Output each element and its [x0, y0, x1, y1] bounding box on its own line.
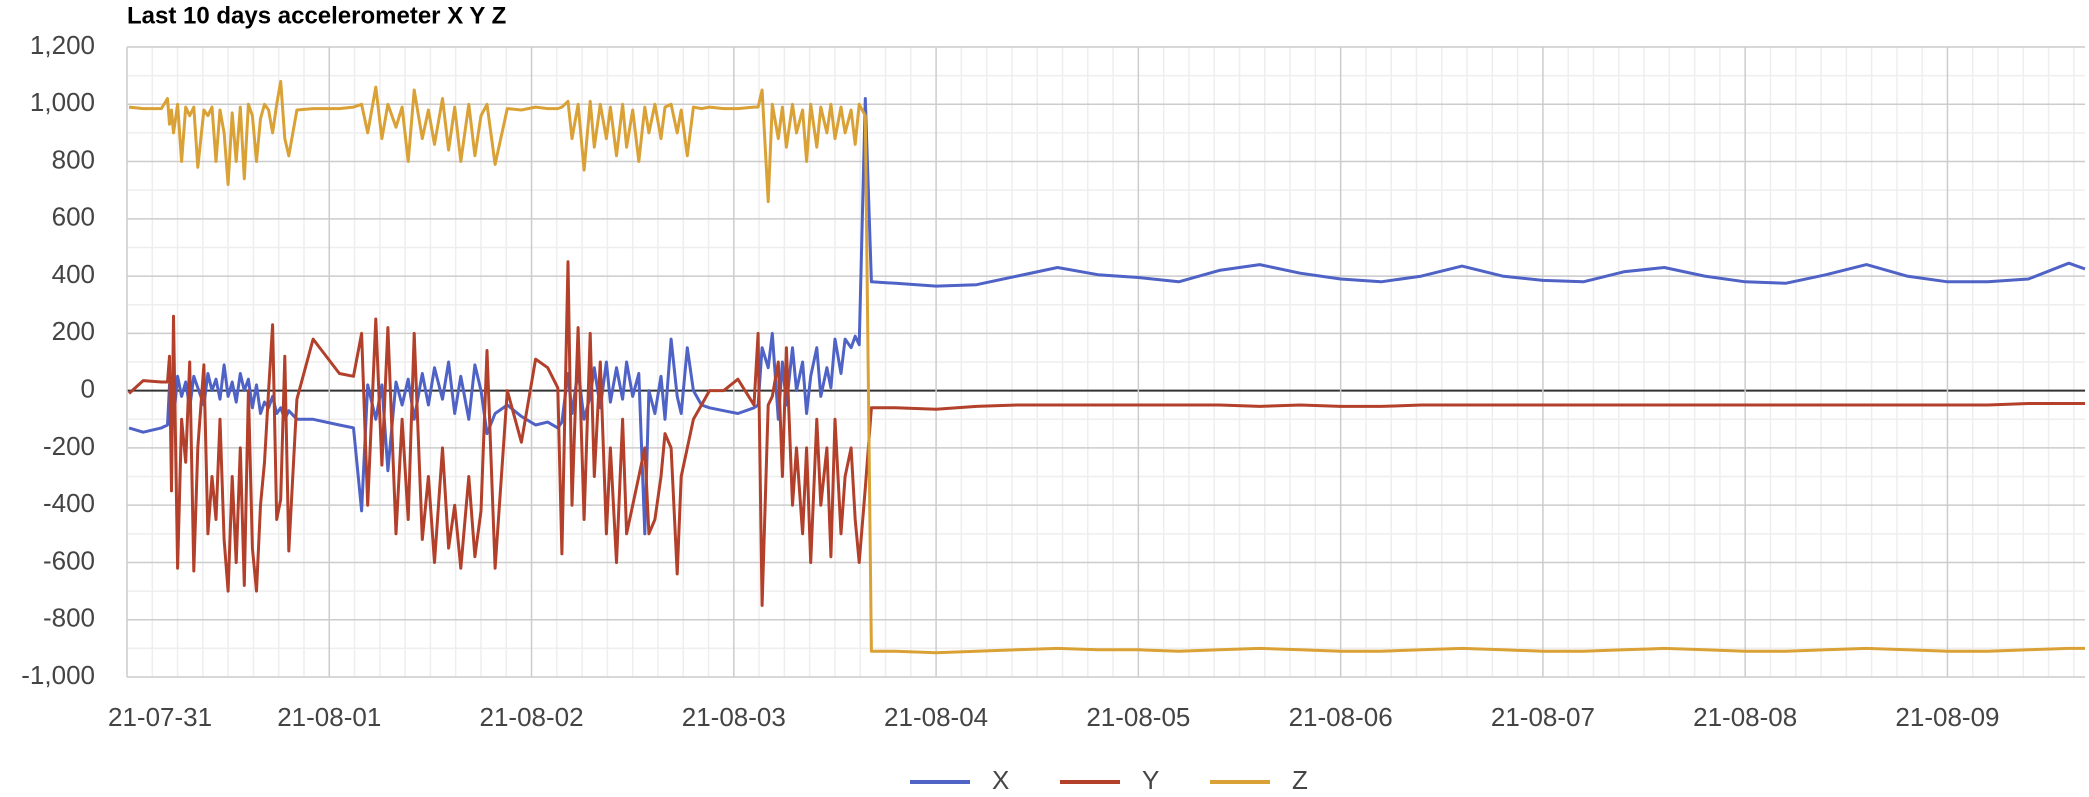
x-tick-label: 21-08-04 — [884, 702, 988, 732]
y-tick-label: 800 — [52, 144, 95, 174]
x-tick-label: 21-08-07 — [1491, 702, 1595, 732]
y-tick-label: 400 — [52, 259, 95, 289]
x-tick-label: 21-08-02 — [480, 702, 584, 732]
y-tick-label: -600 — [43, 545, 95, 575]
x-tick-label: 21-08-05 — [1086, 702, 1190, 732]
y-tick-label: 600 — [52, 202, 95, 232]
y-tick-label: 1,000 — [30, 87, 95, 117]
y-tick-label: 0 — [81, 374, 95, 404]
legend-label: X — [992, 765, 1009, 795]
legend-label: Z — [1292, 765, 1308, 795]
y-tick-label: -400 — [43, 488, 95, 518]
x-tick-label: 21-08-06 — [1289, 702, 1393, 732]
x-tick-label: 21-08-09 — [1895, 702, 1999, 732]
legend-label: Y — [1142, 765, 1159, 795]
y-tick-label: 1,200 — [30, 30, 95, 60]
y-tick-label: -800 — [43, 603, 95, 633]
x-tick-label: 21-08-03 — [682, 702, 786, 732]
x-tick-label: 21-08-01 — [277, 702, 381, 732]
y-tick-label: 200 — [52, 316, 95, 346]
y-tick-label: -1,000 — [21, 660, 95, 690]
series-line — [128, 79, 2085, 655]
series-line — [127, 260, 2085, 607]
chart-title: Last 10 days accelerometer X Y Z — [127, 2, 506, 29]
series-line — [128, 97, 2086, 536]
x-tick-label: 21-08-08 — [1693, 702, 1797, 732]
x-tick-label: 21-07-31 — [108, 702, 212, 732]
y-tick-label: -200 — [43, 431, 95, 461]
